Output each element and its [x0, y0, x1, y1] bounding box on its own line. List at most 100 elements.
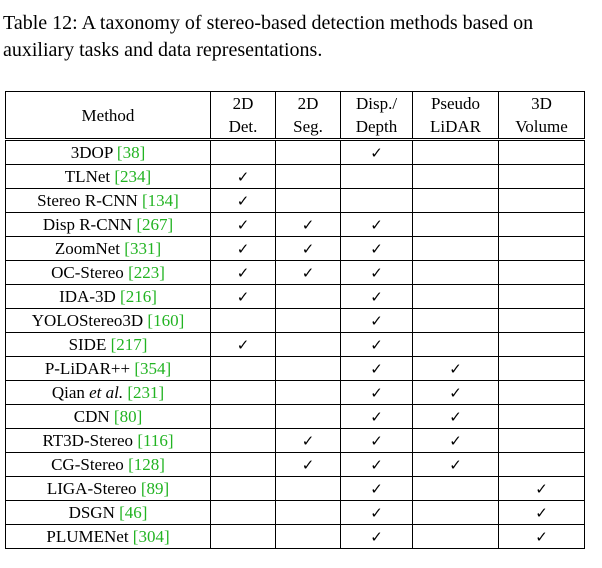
method-cell: LIGA-Stereo [89] [5, 476, 211, 501]
cell-2d-seg [275, 188, 341, 213]
cell-disp-depth: ✓ [340, 524, 413, 549]
method-cell: Disp R-CNN [267] [5, 212, 211, 237]
cell-pseudo-lidar [412, 260, 499, 285]
cell-disp-depth: ✓ [340, 139, 413, 165]
table-row: TLNet [234] ✓ [5, 164, 585, 189]
table-row: IDA-3D [216] ✓ ✓ [5, 284, 585, 309]
citation-link[interactable]: [160] [147, 310, 185, 330]
citation-link[interactable]: [234] [114, 166, 152, 186]
checkmark-icon: ✓ [370, 455, 383, 474]
cell-2d-seg: ✓ [275, 452, 341, 477]
table-caption: Table 12: A taxonomy of stereo-based det… [3, 12, 534, 61]
checkmark-icon: ✓ [301, 215, 315, 234]
cell-pseudo-lidar [412, 188, 499, 213]
cell-pseudo-lidar: ✓ [412, 428, 499, 453]
cell-disp-depth: ✓ [340, 380, 413, 405]
table-row: RT3D-Stereo [116] ✓ ✓ ✓ [5, 428, 585, 453]
table-row: 3DOP [38] ✓ [5, 139, 585, 165]
citation-link[interactable]: [116] [137, 430, 174, 450]
cell-3d-volume [498, 332, 585, 357]
cell-pseudo-lidar [412, 500, 499, 525]
cell-2d-det [210, 524, 276, 549]
citation-link[interactable]: [80] [113, 406, 143, 426]
method-name: PLUMENet [46, 526, 129, 546]
checkmark-icon: ✓ [449, 383, 462, 402]
method-cell: CDN [80] [5, 404, 211, 429]
table-row: P-LiDAR++ [354] ✓ ✓ [5, 356, 585, 381]
method-name: Qian [51, 382, 85, 402]
checkmark-icon: ✓ [370, 503, 383, 522]
checkmark-icon: ✓ [236, 167, 250, 186]
table-row: ZoomNet [331] ✓ ✓ ✓ [5, 236, 585, 261]
table-row: DSGN [46] ✓ ✓ [5, 500, 585, 525]
header-pseudo-lidar: Pseudo LiDAR [412, 91, 499, 141]
citation-link[interactable]: [38] [116, 142, 146, 162]
citation-link[interactable]: [354] [134, 358, 172, 378]
cell-2d-seg [275, 164, 341, 189]
method-name-italic: et al. [89, 382, 124, 402]
citation-link[interactable]: [223] [128, 262, 165, 282]
checkmark-icon: ✓ [449, 455, 462, 474]
citation-link[interactable]: [216] [120, 286, 157, 306]
citation-link[interactable]: [128] [128, 454, 165, 474]
cell-2d-det: ✓ [210, 284, 276, 309]
cell-2d-det [210, 356, 276, 381]
citation-link[interactable]: [231] [127, 382, 165, 402]
cell-2d-det: ✓ [210, 332, 276, 357]
header-3d-volume: 3D Volume [498, 91, 585, 141]
citation-link[interactable]: [217] [110, 334, 148, 354]
checkmark-icon: ✓ [301, 263, 315, 282]
checkmark-icon: ✓ [535, 503, 548, 522]
method-name: Disp R-CNN [42, 214, 133, 234]
checkmark-icon: ✓ [301, 431, 315, 450]
cell-disp-depth: ✓ [340, 476, 413, 501]
header-method: Method [5, 91, 211, 141]
cell-2d-seg: ✓ [275, 236, 341, 261]
cell-3d-volume: ✓ [498, 476, 585, 501]
method-cell: OC-Stereo [223] [5, 260, 211, 285]
cell-disp-depth [340, 188, 413, 213]
cell-pseudo-lidar [412, 212, 499, 237]
checkmark-icon: ✓ [301, 455, 315, 474]
cell-pseudo-lidar [412, 332, 499, 357]
citation-link[interactable]: [267] [136, 214, 174, 234]
method-name: DSGN [68, 502, 115, 522]
method-name: IDA-3D [59, 286, 116, 306]
method-name: 3DOP [70, 142, 113, 162]
citation-link[interactable]: [134] [142, 190, 179, 210]
method-name: LIGA-Stereo [46, 478, 137, 498]
checkmark-icon: ✓ [236, 263, 250, 282]
cell-disp-depth: ✓ [340, 404, 413, 429]
cell-3d-volume [498, 139, 585, 165]
method-cell: Qian et al. [231] [5, 380, 211, 405]
cell-pseudo-lidar [412, 284, 499, 309]
cell-2d-seg [275, 524, 341, 549]
citation-link[interactable]: [89] [140, 478, 170, 498]
cell-2d-det [210, 452, 276, 477]
cell-3d-volume [498, 260, 585, 285]
table-row: SIDE [217] ✓ ✓ [5, 332, 585, 357]
cell-pseudo-lidar: ✓ [412, 404, 499, 429]
cell-2d-det [210, 500, 276, 525]
header-disp-depth: Disp./Depth [340, 91, 413, 141]
method-cell: PLUMENet [304] [5, 524, 211, 549]
cell-disp-depth: ✓ [340, 236, 413, 261]
citation-link[interactable]: [304] [132, 526, 170, 546]
checkmark-icon: ✓ [370, 407, 383, 426]
cell-pseudo-lidar: ✓ [412, 452, 499, 477]
table-row: Stereo R-CNN [134] ✓ [5, 188, 585, 213]
citation-link[interactable]: [46] [119, 502, 148, 522]
cell-pseudo-lidar [412, 476, 499, 501]
cell-2d-seg: ✓ [275, 212, 341, 237]
cell-3d-volume [498, 164, 585, 189]
checkmark-icon: ✓ [370, 287, 383, 306]
method-cell: Stereo R-CNN [134] [5, 188, 211, 213]
method-cell: CG-Stereo [128] [5, 452, 211, 477]
citation-link[interactable]: [331] [124, 238, 162, 258]
checkmark-icon: ✓ [449, 407, 462, 426]
cell-pseudo-lidar [412, 164, 499, 189]
table-row: Qian et al. [231] ✓ ✓ [5, 380, 585, 405]
cell-disp-depth: ✓ [340, 500, 413, 525]
checkmark-icon: ✓ [370, 431, 383, 450]
cell-2d-seg [275, 404, 341, 429]
